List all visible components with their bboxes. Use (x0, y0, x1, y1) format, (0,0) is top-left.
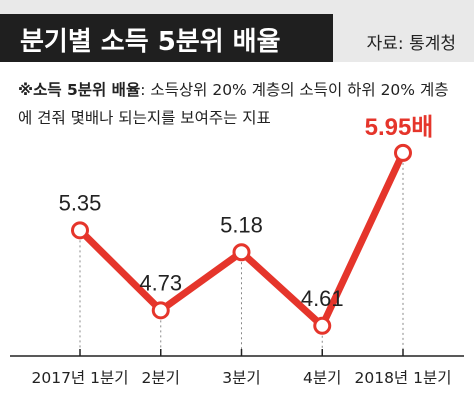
data-label: 5.95배 (365, 114, 434, 141)
x-tick-label: 3분기 (222, 369, 260, 387)
data-labels: 5.35 4.73 5.18 4.61 5.95배 (59, 114, 434, 311)
chart-title: 분기별 소득 5분위 배율 (20, 27, 281, 57)
data-point (394, 143, 412, 162)
x-tick-label: 4분기 (303, 369, 341, 387)
data-point (232, 243, 251, 262)
title-box (0, 14, 333, 62)
data-label: 4.61 (301, 286, 344, 311)
definition-note: ※소득 5분위 배율: 소득상위 20% 계층의 소득이 하위 20% 계층에 … (18, 76, 458, 132)
note-text: : 소득상위 20% 계층의 소득이 하위 20% 계층에 견줘 몇배나 되는지… (18, 81, 449, 127)
series-line (76, 149, 407, 330)
x-tick-label: 2017년 1분기 (31, 369, 128, 387)
x-tick-label: 2분기 (142, 369, 180, 387)
x-tick-label: 2018년 1분기 (354, 369, 451, 387)
data-points (71, 143, 412, 335)
x-axis-ticks (79, 349, 404, 356)
data-label: 4.73 (139, 270, 182, 295)
data-point (71, 221, 89, 240)
x-tick-labels: 2017년 1분기 2분기 3분기 4분기 2018년 1분기 (31, 369, 451, 387)
data-label: 5.18 (220, 212, 263, 237)
data-point (313, 316, 332, 335)
data-label: 5.35 (59, 190, 102, 215)
data-point (151, 301, 170, 320)
source-label: 자료: 통계청 (366, 34, 456, 54)
note-key: ※소득 5분위 배율 (18, 81, 141, 99)
